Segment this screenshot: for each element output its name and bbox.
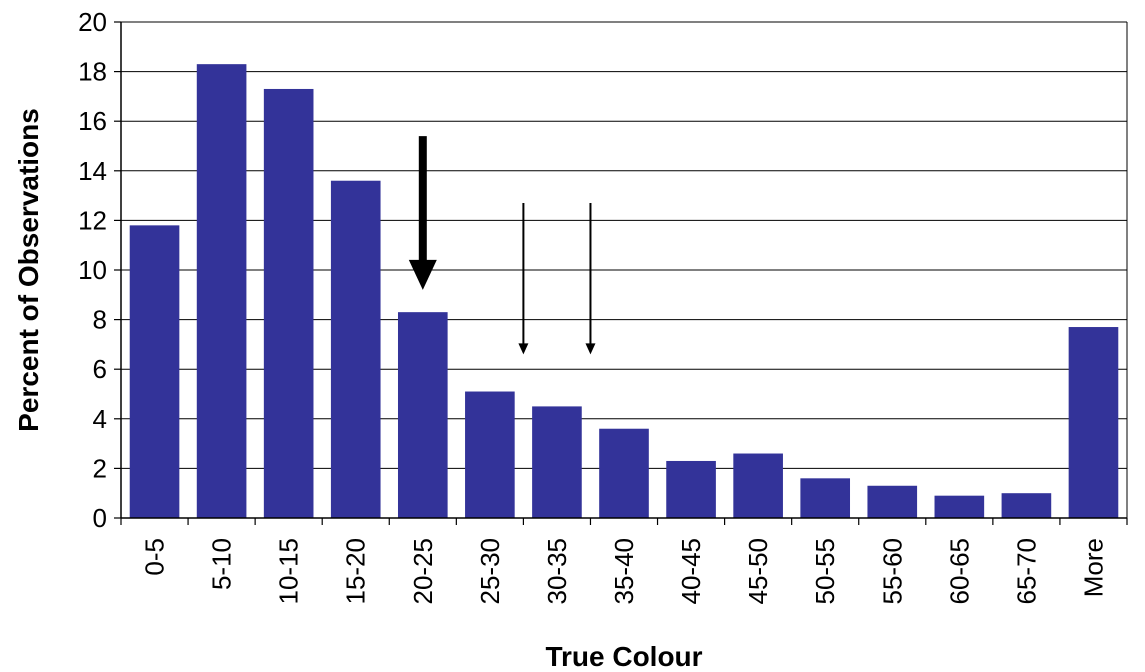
bar-10-15: [263, 88, 314, 519]
bar-15-20: [330, 180, 381, 518]
arrow-head: [408, 259, 437, 290]
y-tick-label: 2: [93, 453, 107, 483]
y-tick-label: 14: [78, 156, 107, 186]
axes: [114, 21, 1128, 525]
x-tick-label: 45-50: [743, 538, 773, 605]
x-axis-title: True Colour: [545, 641, 702, 672]
bar-5-10: [196, 64, 247, 518]
x-tick-labels: 0-5 5-10 10-15 15-20 20-25 25-30 30-35 35-40 40-…: [140, 538, 1109, 605]
x-tick-label: 10-15: [274, 538, 304, 605]
bar-65-70: [1001, 493, 1052, 518]
x-tick-label: 35-40: [609, 538, 639, 605]
x-tick-label: More: [1078, 538, 1108, 597]
x-tick-label: 0-5: [140, 538, 170, 576]
y-tick-label: 6: [93, 354, 107, 384]
bar-45-50: [733, 453, 783, 518]
annotation-arrows: [408, 136, 596, 355]
bar-50-55: [800, 478, 851, 518]
y-axis-title: Percent of Observations: [13, 108, 44, 432]
x-tick-label: 15-20: [341, 538, 371, 605]
bar-40-45: [666, 460, 716, 518]
bar-25-30: [465, 391, 515, 518]
bar-30-35: [532, 406, 582, 518]
x-tick-label: 60-65: [944, 538, 974, 605]
bar-20-25: [397, 312, 448, 518]
x-tick-label: 25-30: [475, 538, 505, 605]
bar-60-65: [934, 495, 985, 518]
bar-More: [1068, 327, 1119, 518]
x-tick-label: 50-55: [810, 538, 840, 605]
bar-0-5: [129, 225, 180, 519]
y-tick-label: 0: [93, 503, 107, 533]
x-tick-label: 65-70: [1011, 538, 1041, 605]
y-tick-label: 12: [78, 205, 107, 235]
y-tick-label: 4: [93, 404, 107, 434]
x-tick-label: 55-60: [877, 538, 907, 605]
y-tick-label: 8: [93, 305, 107, 335]
arrow-head: [585, 343, 596, 355]
y-tick-label: 16: [78, 106, 107, 136]
y-tick-label: 10: [78, 255, 107, 285]
bar-35-40: [599, 428, 649, 518]
y-tick-labels: 0 2 4 6 8 10 12 14 16 18 20: [78, 7, 107, 533]
y-tick-label: 20: [78, 7, 107, 37]
x-tick-label: 5-10: [207, 538, 237, 590]
bar-55-60: [867, 485, 918, 518]
bars: [129, 64, 1119, 519]
x-tick-label: 40-45: [676, 538, 706, 605]
x-tick-label: 30-35: [542, 538, 572, 605]
y-tick-label: 18: [78, 57, 107, 87]
x-tick-label: 20-25: [408, 538, 438, 605]
arrow-head: [518, 343, 529, 355]
